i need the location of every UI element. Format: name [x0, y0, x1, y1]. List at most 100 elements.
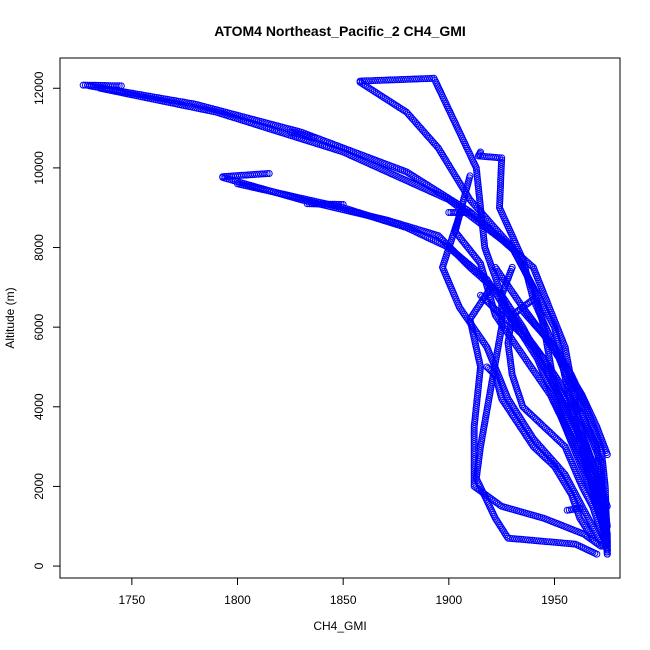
data-point [550, 538, 558, 546]
data-point [553, 351, 561, 359]
data-point [527, 439, 535, 447]
data-point [600, 498, 608, 506]
data-point [555, 378, 563, 386]
data-point [339, 201, 347, 208]
data-point [579, 520, 587, 528]
data-point [545, 338, 553, 346]
data-point [511, 414, 519, 422]
data-point [498, 158, 505, 166]
data-point [584, 527, 592, 535]
data-point [560, 361, 568, 369]
data-point [518, 425, 526, 433]
data-point [586, 531, 594, 539]
data-point [512, 416, 520, 424]
data-point [501, 400, 509, 408]
data-point [378, 76, 386, 84]
data-point [381, 94, 389, 102]
data-point [564, 369, 572, 376]
data-point [394, 102, 402, 110]
data-point [516, 423, 524, 431]
data-point [569, 540, 577, 548]
data-point [556, 380, 564, 388]
data-point [413, 75, 421, 83]
data-point [565, 540, 573, 548]
data-point [473, 170, 481, 178]
data-point [577, 409, 585, 417]
data-point [397, 105, 405, 113]
data-point [378, 92, 385, 100]
chart-title: ATOM4 Northeast_Pacific_2 CH4_GMI [214, 23, 466, 39]
data-point [557, 474, 565, 482]
data-point [548, 344, 556, 351]
data-point [367, 77, 375, 85]
data-point [443, 159, 451, 167]
data-point [495, 520, 503, 528]
data-point [585, 529, 593, 537]
data-point [402, 75, 410, 83]
data-point [556, 356, 564, 364]
data-point [561, 539, 569, 547]
data-point [374, 76, 381, 84]
data-point [500, 398, 508, 406]
data-point [567, 372, 575, 380]
data-point [497, 163, 505, 171]
y-tick-label: 10000 [32, 151, 46, 185]
data-point [553, 375, 561, 382]
data-point [581, 522, 588, 529]
data-point [387, 98, 394, 106]
data-point [358, 79, 366, 87]
data-point [542, 335, 550, 343]
data-point [360, 81, 368, 89]
data-point [496, 191, 504, 199]
data-point [399, 106, 407, 114]
data-point [577, 516, 585, 524]
data-point [527, 344, 535, 352]
data-point [553, 466, 561, 474]
data-point [498, 525, 506, 533]
data-point [384, 76, 392, 84]
data-point [421, 75, 429, 83]
data-point [543, 538, 551, 546]
data-point [546, 340, 554, 348]
data-point [261, 170, 269, 178]
data-point [439, 151, 447, 159]
data-point [560, 385, 568, 393]
data-point [393, 76, 401, 84]
data-point [541, 538, 549, 545]
data-point [565, 487, 573, 495]
data-point [497, 169, 505, 177]
data-point [491, 514, 499, 522]
data-point [521, 430, 529, 438]
data-point [504, 534, 512, 542]
data-point [539, 537, 547, 545]
x-tick-label: 1850 [330, 593, 357, 607]
data-point [515, 421, 523, 429]
data-point [526, 536, 534, 544]
data-point [498, 156, 506, 164]
data-point [524, 434, 531, 442]
data-point [497, 178, 505, 186]
data-point [496, 186, 504, 194]
x-tick-label: 1800 [224, 593, 251, 607]
data-point [390, 100, 398, 108]
data-point [549, 345, 557, 353]
data-point [412, 174, 420, 182]
data-point [367, 85, 375, 93]
data-point [563, 539, 571, 547]
data-point [501, 529, 508, 537]
data-point [404, 169, 412, 177]
data-point [524, 536, 532, 544]
data-point [473, 173, 481, 180]
data-points [79, 74, 611, 558]
data-point [497, 182, 504, 190]
data-point [559, 539, 566, 547]
plot-area-border [59, 57, 621, 579]
data-point [551, 347, 558, 355]
data-point [497, 180, 505, 188]
data-point [560, 477, 567, 485]
data-point [434, 144, 442, 152]
data-point [514, 420, 522, 428]
data-point [406, 170, 414, 178]
data-point [587, 532, 595, 540]
data-point [413, 175, 421, 183]
